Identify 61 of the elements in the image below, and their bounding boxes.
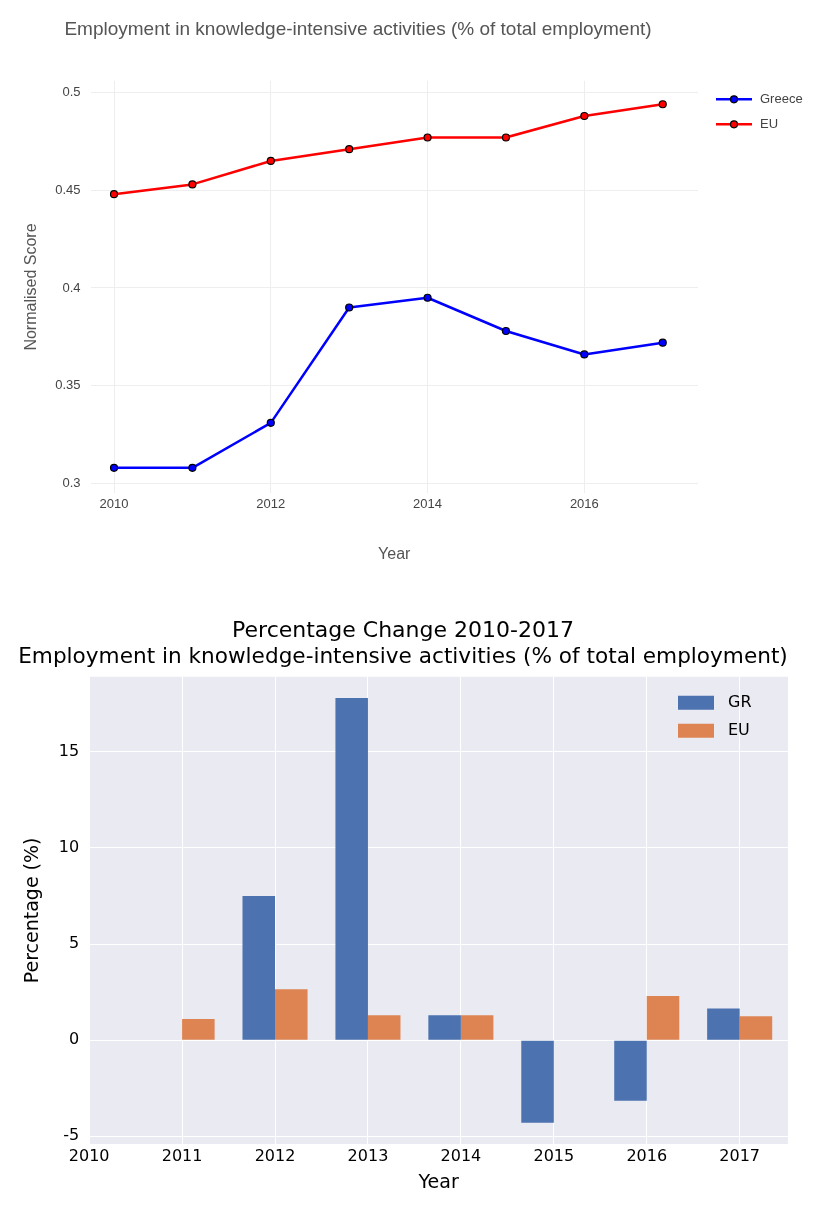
y-tick-label: 15: [58, 740, 80, 760]
point: [658, 338, 667, 347]
x-tick-label: 2010: [68, 1145, 110, 1165]
x-tick-label: 2011: [161, 1145, 203, 1165]
point: [266, 156, 275, 166]
point: [266, 418, 275, 427]
bar: [367, 1015, 401, 1040]
y-tick-label: 0.5: [62, 84, 81, 100]
x-tick-label: 2016: [626, 1145, 668, 1165]
legend-label: EU: [728, 719, 750, 739]
point: [188, 180, 197, 189]
point: [188, 463, 197, 472]
y-axis-title: Normalised Score: [22, 223, 40, 351]
chart-subtitle: Employment in knowledge-intensive activities (% of total employment): [18, 643, 788, 669]
bar: [335, 697, 368, 1040]
chart-title: Employment in knowledge-intensive activities (% of total employment): [64, 17, 652, 39]
x-axis-title: Year: [378, 544, 412, 562]
y-tick-label: 0: [68, 1029, 80, 1049]
y-tick-label: 10: [58, 837, 80, 857]
legend-label: GR: [728, 691, 752, 711]
legend-label: Greece: [760, 90, 803, 106]
bar: [242, 895, 276, 1040]
point: [423, 293, 432, 302]
point: [501, 326, 511, 336]
point: [345, 303, 354, 312]
legend-label: EU: [760, 115, 779, 131]
y-tick-label: 0.4: [62, 279, 81, 295]
x-tick-label: 2017: [719, 1145, 761, 1165]
y-tick-label: 5: [68, 933, 80, 953]
bar: [275, 989, 308, 1040]
point: [109, 463, 119, 472]
point: [580, 111, 589, 121]
y-axis-title: Percentage (%): [20, 837, 43, 984]
point: [501, 133, 511, 142]
chart-title: Percentage Change 2010-2017: [232, 616, 574, 642]
bar: [739, 1016, 773, 1040]
x-tick-label: 2015: [533, 1145, 575, 1165]
bar: [428, 1015, 461, 1040]
x-tick-label: 2014: [440, 1145, 482, 1165]
y-tick-label: 0.3: [62, 475, 81, 491]
point: [423, 133, 432, 142]
x-tick-label: 2012: [254, 1145, 296, 1165]
point: [580, 350, 589, 359]
x-tick-label: 2010: [99, 495, 129, 511]
x-tick-label: 2014: [413, 495, 443, 511]
point: [109, 190, 119, 199]
bar: [182, 1019, 215, 1040]
point: [345, 145, 354, 154]
x-tick-label: 2012: [256, 495, 286, 511]
bar: [614, 1040, 647, 1101]
x-tick-label: 2013: [347, 1145, 389, 1165]
y-tick-label: 0.45: [55, 181, 81, 197]
point: [658, 100, 667, 109]
bar: [521, 1040, 554, 1123]
bar: [460, 1015, 494, 1040]
x-axis-title: Year: [417, 1169, 459, 1192]
y-tick-label: -5: [63, 1125, 80, 1145]
bar: [646, 995, 680, 1040]
x-tick-label: 2016: [569, 495, 599, 511]
y-tick-label: 0.35: [55, 377, 81, 393]
bar: [707, 1008, 740, 1040]
